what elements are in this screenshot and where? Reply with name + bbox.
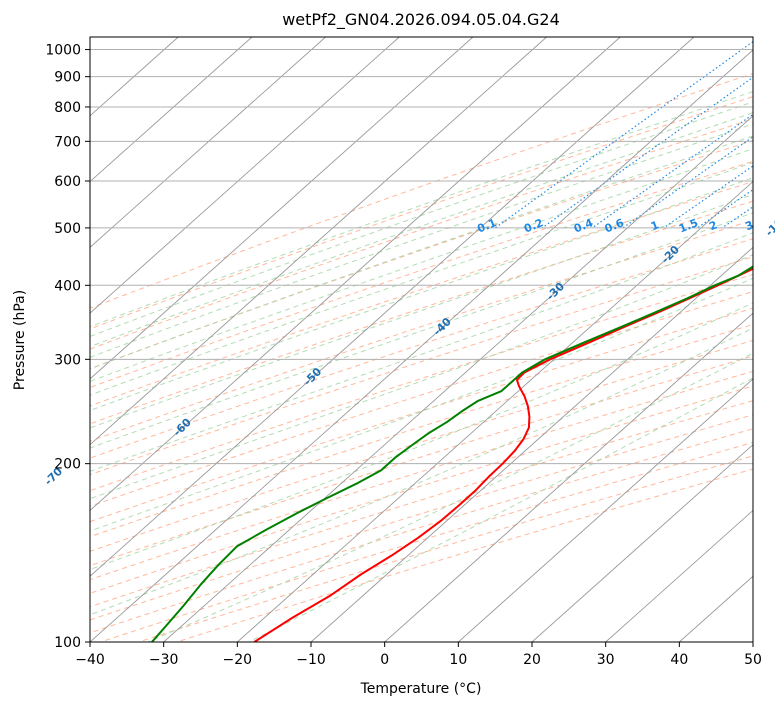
mixing-ratio-line: [494, 40, 753, 229]
moist-adiabat: [90, 232, 753, 472]
dry-adiabat: [90, 385, 753, 594]
dry-adiabat: [138, 455, 753, 642]
moist-adiabat: [90, 327, 753, 616]
moist-adiabat: [90, 302, 753, 571]
x-tick-label: 40: [670, 652, 688, 668]
pressure-grid: [90, 49, 753, 642]
mixing-ratio-label: 1: [649, 218, 661, 233]
isotherm: [90, 37, 326, 248]
y-tick-label: 700: [54, 134, 81, 150]
line-labels: -100-90-80-70-60-50-40-30-20-100.10.20.4…: [42, 216, 775, 488]
dry-adiabat: [100, 441, 753, 642]
x-tick-label: −20: [223, 652, 253, 668]
dry-adiabat: [90, 200, 753, 425]
y-tick-label: 800: [54, 100, 81, 116]
isotherm: [90, 37, 474, 380]
y-tick-label: 900: [54, 70, 81, 86]
isotherm: [90, 37, 621, 512]
isotherm: [90, 37, 400, 314]
background-lines: [90, 37, 775, 642]
y-tick-label: 1000: [45, 43, 81, 59]
x-tick-label: 0: [380, 652, 389, 668]
plot-frame: [89, 36, 754, 643]
x-tick-label: −40: [75, 652, 105, 668]
x-tick-label: 10: [449, 652, 467, 668]
dewpoint-profile-line: [151, 265, 753, 642]
mixing-ratio-label: 0.1: [475, 216, 498, 235]
x-axis-label: Temperature (°C): [360, 681, 482, 697]
x-tick-label: 50: [744, 652, 762, 668]
x-tick-label: −10: [296, 652, 326, 668]
mixing-ratio-label: 0.2: [522, 216, 545, 235]
y-axis-label: Pressure (hPa): [12, 290, 28, 390]
dry-adiabat: [90, 339, 753, 552]
moist-adiabat: [90, 148, 753, 382]
mixing-ratio-line: [663, 165, 753, 229]
mixing-ratio-line: [541, 76, 753, 229]
isotherm: [90, 37, 547, 446]
moist-adiabat: [248, 377, 753, 642]
y-tick-label: 400: [54, 278, 81, 294]
mixing-ratio-line: [622, 136, 753, 229]
isotherm: [90, 49, 753, 642]
dry-adiabat: [90, 290, 753, 507]
profile-lines: [151, 265, 753, 642]
isotherm: [90, 37, 253, 183]
axes: −40 −30 −20 −10 0 10 20 30 40 50 1000 900 800 700 600 5…: [45, 43, 762, 668]
dry-adiabat: [90, 96, 753, 330]
x-tick-label: 30: [597, 652, 615, 668]
x-tick-label: 20: [523, 652, 541, 668]
y-tick-label: 600: [54, 174, 81, 190]
moist-adiabat: [90, 91, 753, 328]
isotherm: [531, 444, 753, 642]
y-tick-label: 300: [54, 352, 81, 368]
dry-adiabat: [90, 181, 753, 407]
moist-adiabat: [90, 254, 753, 500]
isotherm: [310, 246, 753, 642]
dry-adiabat: [90, 238, 753, 459]
isotherm: [163, 115, 753, 642]
chart-title: wetPf2_GN04.2026.094.05.04.G24: [282, 10, 560, 30]
isotherm: [384, 312, 753, 642]
mixing-ratio-label: 3: [743, 218, 755, 233]
mixing-ratio-label: 2: [707, 218, 719, 233]
isotherm: [605, 509, 753, 642]
mixing-ratio-line: [591, 113, 753, 229]
temperature-profile-line: [253, 267, 753, 642]
y-tick-label: 200: [54, 457, 81, 473]
isotherm: [679, 575, 753, 642]
isotherm: [90, 37, 695, 577]
dry-adiabat: [90, 160, 753, 389]
y-tick-label: 100: [54, 635, 81, 651]
mixing-ratio-label: 1.5: [677, 216, 700, 235]
dry-adiabat: [90, 73, 753, 309]
dry-adiabat: [176, 468, 753, 642]
isotherm-label: -10: [763, 216, 775, 239]
isotherm: [752, 641, 753, 642]
isotherm: [458, 378, 753, 642]
y-tick-label: 500: [54, 221, 81, 237]
moist-adiabat: [90, 101, 753, 338]
isotherm: [237, 180, 753, 642]
dry-adiabat: [90, 256, 753, 476]
dry-adiabat: [90, 118, 753, 350]
mixing-ratio-line: [721, 206, 753, 229]
moist-adiabat: [90, 135, 753, 370]
x-tick-label: −30: [149, 652, 179, 668]
mixing-ratio-line: [758, 37, 775, 228]
dry-adiabat: [90, 428, 753, 634]
